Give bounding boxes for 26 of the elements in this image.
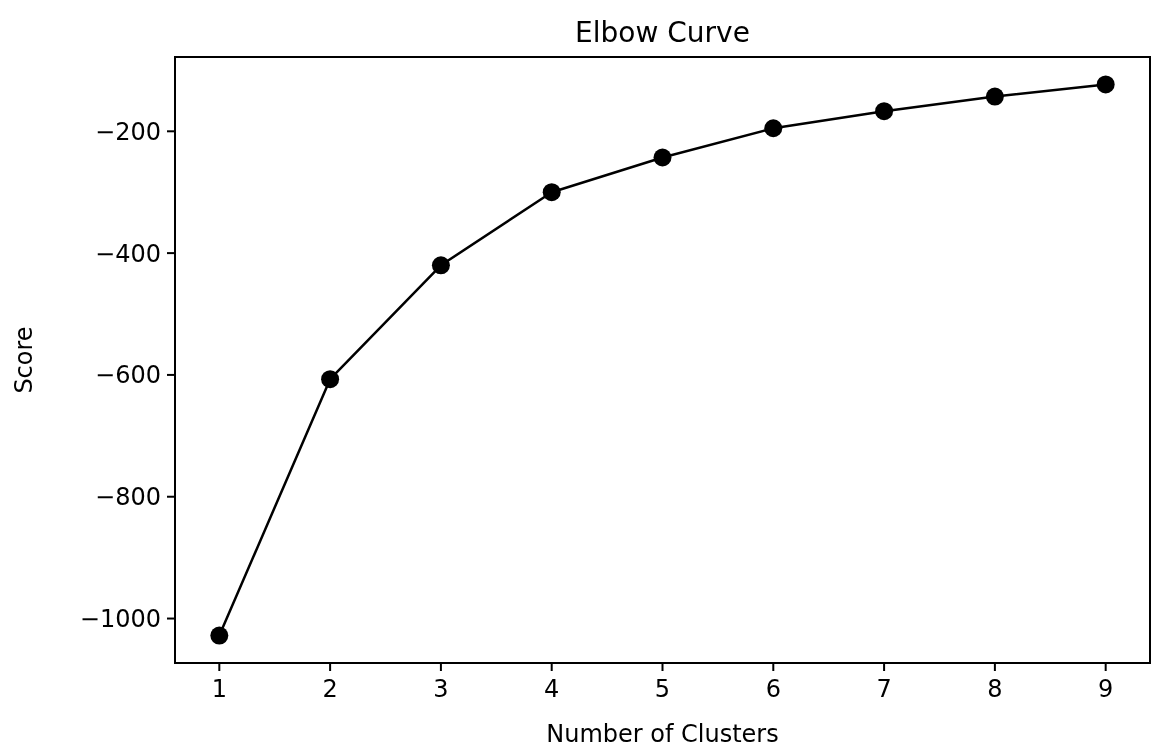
y-tick-label: −800 [95,483,161,512]
point [210,626,229,645]
point [653,148,672,167]
y-axis-title: Score [10,326,38,394]
x-axis-title: Number of Clusters [546,720,779,748]
chart-title: Elbow Curve [575,16,750,49]
x-tick-label: 7 [876,675,892,703]
point [321,370,340,389]
y-tick-label: −1000 [79,604,161,633]
point [875,102,894,121]
x-tick-label: 2 [322,675,338,703]
x-tick-label: 8 [987,675,1003,703]
x-tick-label: 1 [211,675,227,703]
point [542,183,561,202]
point [764,119,783,138]
x-tick-label: 3 [433,675,449,703]
x-tick-label: 6 [765,675,781,703]
x-tick-label: 4 [544,675,560,703]
y-tick-label: −400 [95,239,161,268]
y-tick-label: −600 [95,361,161,390]
point [985,87,1004,106]
point [431,256,450,275]
y-tick-label: −200 [95,117,161,146]
point [1096,75,1115,94]
x-tick-label: 5 [654,675,671,703]
x-tick-label: 9 [1098,675,1114,703]
